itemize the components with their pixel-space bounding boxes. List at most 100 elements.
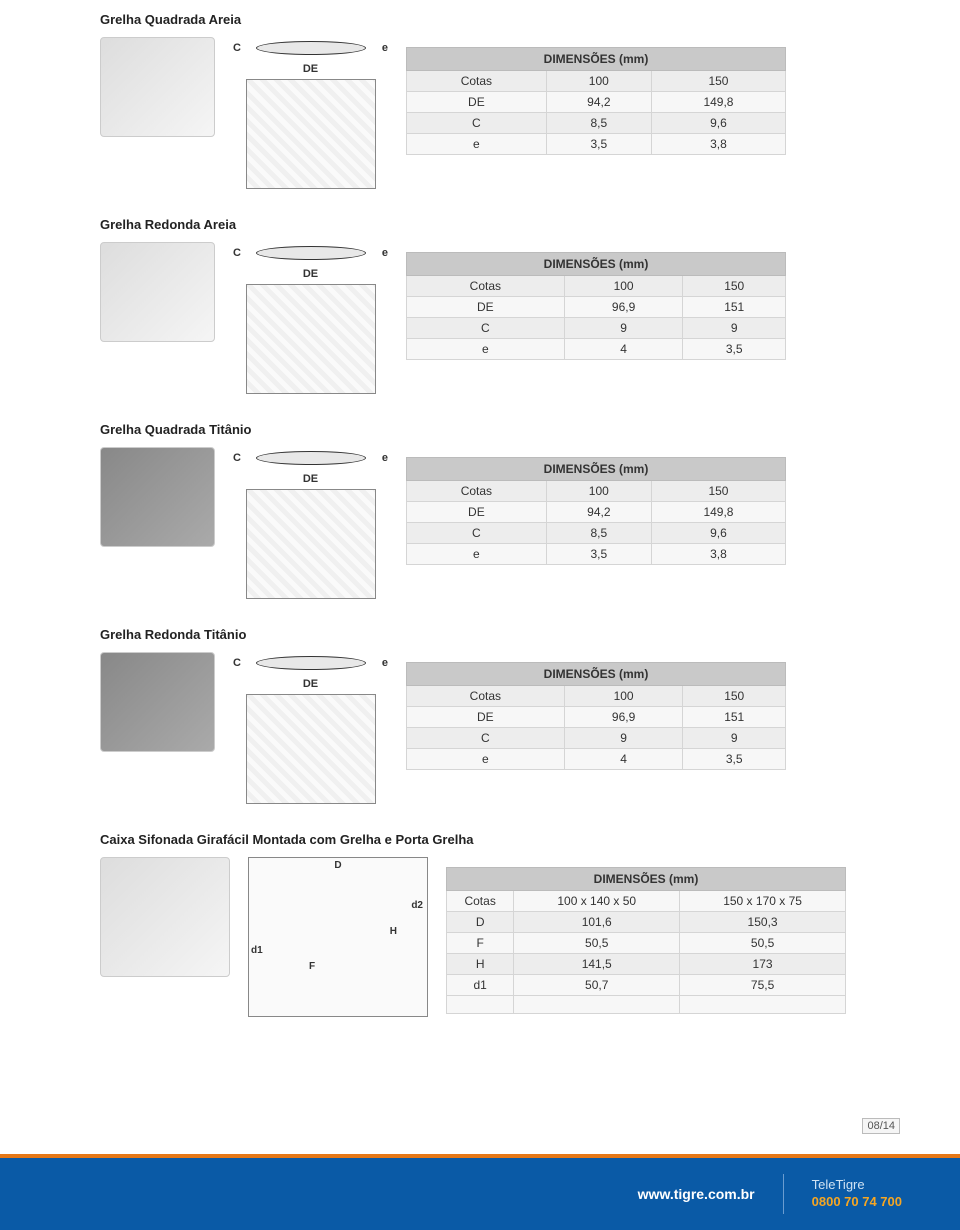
footer: www.tigre.com.br TeleTigre 0800 70 74 70… xyxy=(0,1154,960,1230)
dim-label-e: e xyxy=(382,247,388,259)
diagram-column: CeDE xyxy=(233,242,388,394)
dim-label-de: DE xyxy=(303,678,318,690)
footer-url[interactable]: www.tigre.com.br xyxy=(638,1186,755,1202)
dim-val: 100 x 140 x 50 xyxy=(514,891,680,912)
product-section: Grelha Redonda TitânioCeDEDIMENSÕES (mm)… xyxy=(100,627,900,804)
footer-phone[interactable]: 0800 70 74 700 xyxy=(812,1194,902,1209)
dim-val: 141,5 xyxy=(514,954,680,975)
dimensions-table: DIMENSÕES (mm)Cotas100150DE94,2149,8C8,5… xyxy=(406,47,786,155)
product-section: Grelha Redonda AreiaCeDEDIMENSÕES (mm)Co… xyxy=(100,217,900,394)
dim-val: 9,6 xyxy=(651,113,785,134)
table-header: DIMENSÕES (mm) xyxy=(407,458,786,481)
table-row: F50,550,5 xyxy=(447,933,846,954)
table-row: Cotas100150 xyxy=(407,686,786,707)
product-section-caixa: Caixa Sifonada Girafácil Montada com Gre… xyxy=(100,832,900,1017)
product-section: Grelha Quadrada Titânio Ce DE DIMENSÕES (mm… xyxy=(100,422,900,599)
diagram-column: Ce DE xyxy=(233,37,388,189)
dim-label-de: DE xyxy=(303,63,318,75)
dim-label-e: e xyxy=(382,42,388,54)
dim-label-c: C xyxy=(233,42,241,54)
footer-stripe-blue: www.tigre.com.br TeleTigre 0800 70 74 70… xyxy=(0,1158,960,1230)
product-section: Grelha Quadrada AreiaCeDEDIMENSÕES (mm)C… xyxy=(100,12,900,189)
dim-key: Cotas xyxy=(447,891,514,912)
dim-key: d1 xyxy=(447,975,514,996)
product-image-3d xyxy=(100,242,215,342)
dim-key: C xyxy=(407,523,547,544)
dim-val: 8,5 xyxy=(546,523,651,544)
dim-val: 151 xyxy=(683,707,786,728)
table-row: e3,53,8 xyxy=(407,544,786,565)
table-row: C99 xyxy=(407,728,786,749)
dim-val: 150,3 xyxy=(680,912,846,933)
dimensions-table: DIMENSÕES (mm)Cotas100150DE96,9151C99e43… xyxy=(406,252,786,360)
dim-val: 94,2 xyxy=(546,92,651,113)
dim-label-h: H xyxy=(390,926,397,937)
dim-val: 101,6 xyxy=(514,912,680,933)
dim-val: 96,9 xyxy=(564,297,683,318)
dim-label-c: C xyxy=(233,452,241,464)
product-row: CeDEDIMENSÕES (mm)Cotas100150DE94,2149,8… xyxy=(100,37,900,189)
dim-val: 50,5 xyxy=(514,933,680,954)
dim-label-c: C xyxy=(233,657,241,669)
dim-key: Cotas xyxy=(407,276,565,297)
dim-key: C xyxy=(407,318,565,339)
dim-val: 50,7 xyxy=(514,975,680,996)
dim-val: 3,8 xyxy=(651,544,785,565)
dim-val: 150 x 170 x 75 xyxy=(680,891,846,912)
dim-val: 9 xyxy=(683,318,786,339)
product-image-technical xyxy=(246,284,376,394)
dim-val: 151 xyxy=(683,297,786,318)
product-image-technical xyxy=(246,489,376,599)
dim-label-d2: d2 xyxy=(411,900,423,911)
table-row: e3,53,8 xyxy=(407,134,786,155)
dim-label-e: e xyxy=(382,452,388,464)
table-row: DE94,2149,8 xyxy=(407,502,786,523)
dim-val: 149,8 xyxy=(651,92,785,113)
dim-key: H xyxy=(447,954,514,975)
table-row: Cotas100150 xyxy=(407,276,786,297)
dim-key: e xyxy=(407,544,547,565)
dim-label-c: C xyxy=(233,247,241,259)
product-image-profile: Ce xyxy=(233,37,388,59)
table-row: e43,5 xyxy=(407,749,786,770)
table-header: DIMENSÕES (mm) xyxy=(407,663,786,686)
table-row: H141,5173 xyxy=(447,954,846,975)
dim-label-de: DE xyxy=(303,473,318,485)
table-row: DE94,2149,8 xyxy=(407,92,786,113)
dimensions-table: DIMENSÕES (mm)Cotas100150DE96,9151C99e43… xyxy=(406,662,786,770)
dim-val: 4 xyxy=(564,749,683,770)
dim-key: C xyxy=(407,113,547,134)
dim-val: 150 xyxy=(651,481,785,502)
dim-val: 150 xyxy=(683,686,786,707)
diagram-column: Ce DE xyxy=(233,652,388,804)
product-title: Grelha Quadrada Titânio xyxy=(100,422,900,437)
dim-val: 100 xyxy=(546,71,651,92)
page-number: 08/14 xyxy=(862,1118,900,1134)
dim-val: 3,8 xyxy=(651,134,785,155)
table-header: DIMENSÕES (mm) xyxy=(447,868,846,891)
dim-key: DE xyxy=(407,502,547,523)
dim-key: C xyxy=(407,728,565,749)
product-row: CeDEDIMENSÕES (mm)Cotas100150DE96,9151C9… xyxy=(100,652,900,804)
footer-contact: TeleTigre 0800 70 74 700 xyxy=(812,1177,902,1211)
table-row: d150,775,5 xyxy=(447,975,846,996)
dim-label-e: e xyxy=(382,657,388,669)
dim-val: 9,6 xyxy=(651,523,785,544)
footer-brand: TeleTigre xyxy=(812,1177,865,1192)
dim-key: DE xyxy=(407,707,565,728)
table-row: Cotas100150 xyxy=(407,481,786,502)
product-image-technical: D d2 H F d1 xyxy=(248,857,428,1017)
dim-key: Cotas xyxy=(407,686,565,707)
dim-val: 96,9 xyxy=(564,707,683,728)
dim-val: 94,2 xyxy=(546,502,651,523)
product-title: Caixa Sifonada Girafácil Montada com Gre… xyxy=(100,832,900,847)
product-image-profile: Ce xyxy=(233,652,388,674)
dim-key: Cotas xyxy=(407,481,547,502)
product-image-technical xyxy=(246,79,376,189)
table-row: Cotas100150 xyxy=(407,71,786,92)
product-row: Ce DE DIMENSÕES (mm)Cotas100150DE94,2149,8… xyxy=(100,447,900,599)
dim-val: 150 xyxy=(651,71,785,92)
table-row: Cotas100 x 140 x 50150 x 170 x 75 xyxy=(447,891,846,912)
product-image-profile: Ce xyxy=(233,447,388,469)
dim-label-d1: d1 xyxy=(251,945,263,956)
